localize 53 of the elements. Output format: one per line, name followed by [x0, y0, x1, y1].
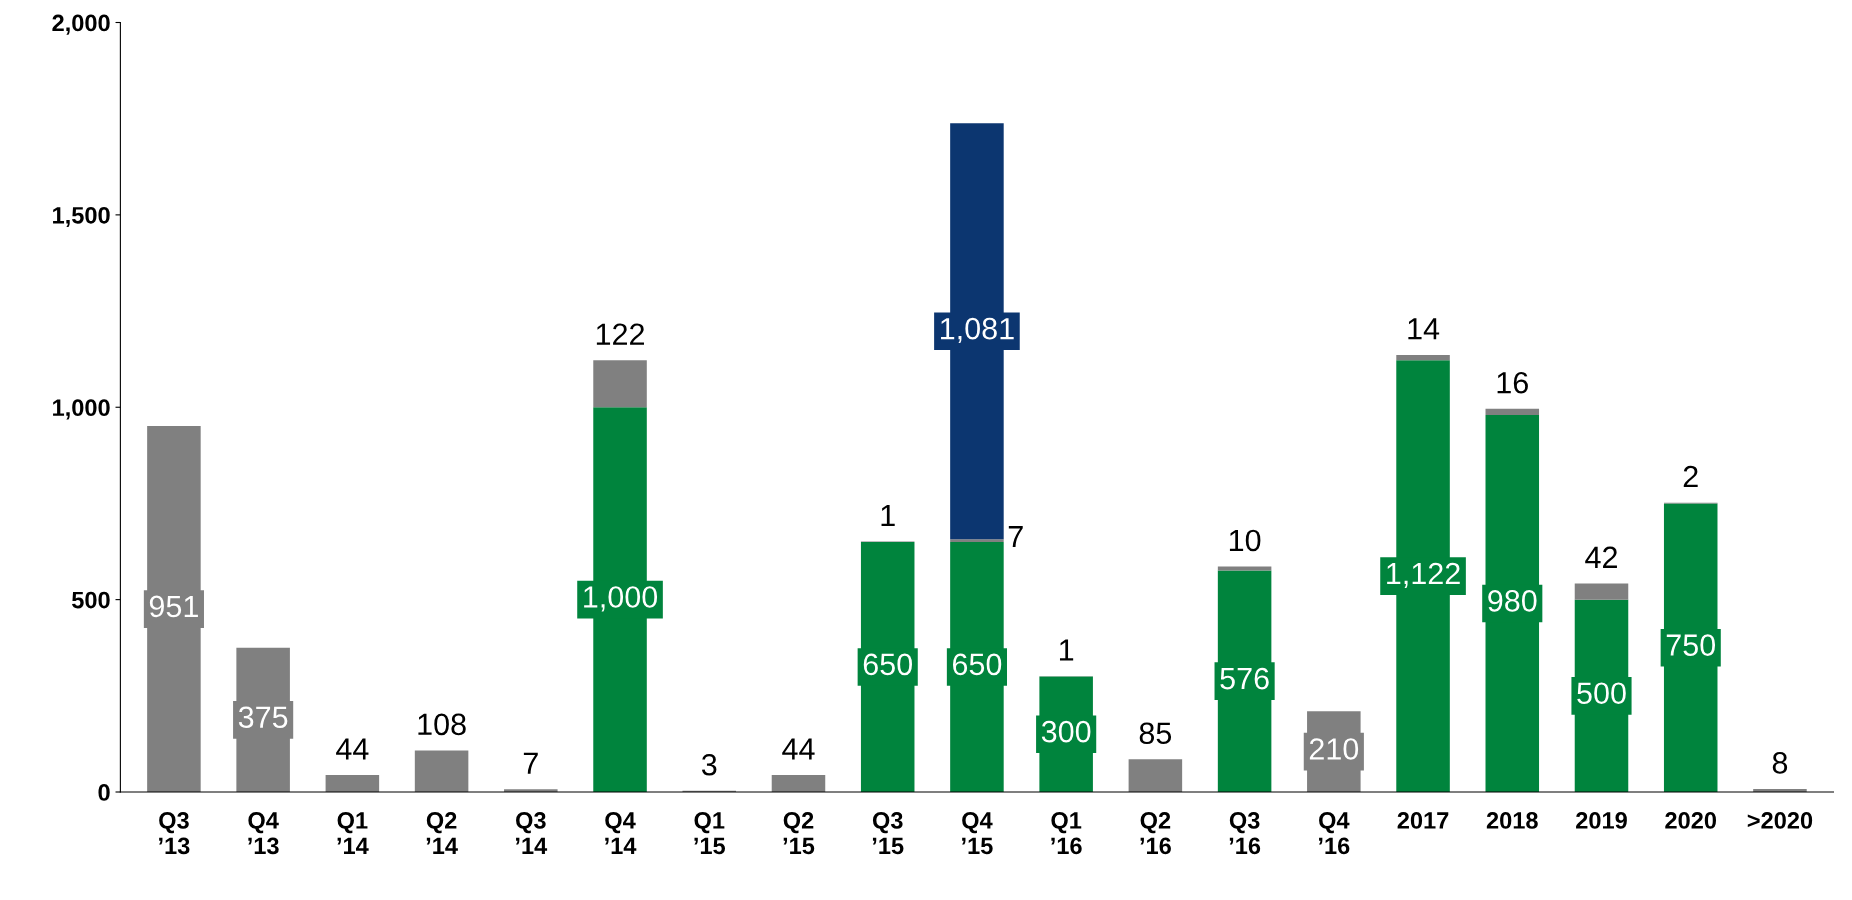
- data-label: 3: [701, 753, 717, 776]
- data-label: 375: [238, 706, 288, 729]
- data-label: 2: [1683, 465, 1698, 488]
- data-label: 44: [782, 738, 815, 760]
- data-label: 1: [1059, 639, 1074, 661]
- data-label: 14: [1408, 318, 1440, 340]
- x-tick-label: 2017: [1397, 812, 1449, 829]
- y-tick-label: 2,000: [52, 14, 110, 35]
- data-label: 980: [1488, 590, 1537, 612]
- data-label: 951: [149, 595, 198, 618]
- data-label: 1,122: [1387, 562, 1460, 588]
- y-tick-label: 1,500: [53, 206, 110, 228]
- data-label: 210: [1309, 738, 1359, 760]
- x-tick-label: Q1 ’15: [694, 812, 726, 855]
- data-label: 500: [1577, 682, 1626, 705]
- y-tick-label: 1,000: [53, 399, 110, 420]
- data-label: 1,081: [941, 317, 1014, 344]
- data-label: 7: [523, 752, 538, 774]
- x-tick-label: 2020: [1665, 812, 1717, 829]
- data-label: 7: [1008, 526, 1023, 548]
- data-label: 42: [1585, 546, 1617, 568]
- data-label: 85: [1139, 722, 1172, 745]
- x-tick-label: Q3 ’13: [159, 812, 190, 855]
- y-tick-label: 0: [98, 784, 110, 801]
- x-tick-label: Q3 ’14: [516, 812, 548, 854]
- data-label: 650: [863, 653, 912, 676]
- x-tick-label: Q2 ’14: [426, 812, 458, 854]
- data-label: 650: [952, 653, 1002, 676]
- data-label: 576: [1220, 667, 1269, 690]
- data-label: 750: [1666, 634, 1716, 656]
- x-tick-label: 2019: [1576, 812, 1627, 829]
- x-tick-label: Q3 ’16: [1229, 812, 1261, 855]
- data-label: 1: [881, 504, 895, 526]
- data-label: 122: [596, 323, 644, 345]
- data-label: 44: [336, 738, 369, 760]
- data-label: 108: [418, 713, 466, 736]
- x-tick-label: Q2 ’16: [1140, 812, 1171, 855]
- data-label: 16: [1497, 371, 1528, 394]
- x-tick-label: Q1 ’14: [337, 812, 369, 854]
- data-label: 1,000: [584, 586, 658, 612]
- x-tick-label: Q1 ’16: [1051, 812, 1082, 855]
- x-tick-label: 2018: [1486, 812, 1538, 829]
- x-tick-label: Q3 ’15: [872, 812, 904, 855]
- x-tick-label: Q4 ’16: [1319, 812, 1350, 855]
- x-tick-label: >2020: [1747, 812, 1813, 829]
- data-label: 8: [1772, 752, 1788, 774]
- x-tick-label: Q4 ’15: [962, 812, 993, 855]
- data-label: 300: [1041, 720, 1091, 743]
- x-tick-label: Q4 ’13: [248, 812, 279, 855]
- x-tick-label: Q2 ’15: [783, 812, 815, 855]
- x-tick-label: Q4 ’14: [605, 812, 637, 854]
- data-label: 10: [1229, 529, 1261, 552]
- y-tick-label: 500: [71, 591, 110, 609]
